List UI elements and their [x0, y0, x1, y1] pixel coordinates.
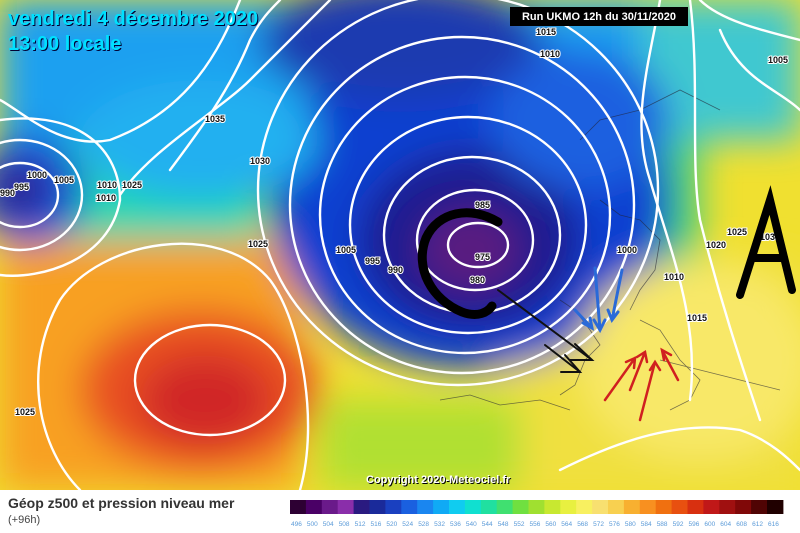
scale-tick-label: 600: [704, 521, 715, 528]
scale-tick-label: 588: [657, 521, 668, 528]
scale-swatch: [751, 500, 768, 514]
scale-swatch: [305, 500, 323, 514]
svg-text:1010: 1010: [664, 272, 684, 282]
scale-tick-label: 512: [355, 521, 366, 528]
scale-swatch: [655, 500, 673, 514]
scale-swatch: [528, 500, 545, 514]
scale-swatch: [608, 500, 625, 514]
svg-text:1010: 1010: [540, 49, 560, 59]
scale-swatch: [369, 500, 386, 514]
svg-text:1025: 1025: [727, 227, 747, 237]
scale-tick-label: 532: [434, 521, 445, 528]
scale-swatch: [703, 500, 720, 514]
scale-swatch: [353, 500, 370, 514]
scale-tick-label: 508: [339, 521, 350, 528]
scale-tick-label: 544: [482, 521, 493, 528]
legend-subtitle: (+96h): [8, 514, 41, 526]
scale-swatch: [321, 500, 339, 514]
scale-tick-label: 560: [545, 521, 556, 528]
svg-text:990: 990: [0, 188, 15, 198]
svg-text:1005: 1005: [336, 245, 356, 255]
scale-swatch: [385, 500, 402, 514]
scale-tick-label: 540: [466, 521, 477, 528]
scale-swatch: [401, 500, 418, 514]
scale-swatch: [719, 500, 736, 514]
svg-text:1015: 1015: [687, 313, 707, 323]
scale-tick-label: 516: [371, 521, 382, 528]
svg-text:995: 995: [14, 182, 29, 192]
legend-title: Géop z500 et pression niveau mer: [8, 495, 235, 511]
svg-text:1030: 1030: [250, 156, 270, 166]
svg-text:1020: 1020: [706, 240, 726, 250]
scale-tick-label: 592: [673, 521, 684, 528]
svg-text:980: 980: [470, 275, 485, 285]
scale-swatch: [433, 500, 450, 514]
svg-text:1000: 1000: [27, 170, 47, 180]
scale-swatch: [480, 500, 498, 514]
scale-tick-label: 584: [641, 521, 652, 528]
scale-tick-label: 504: [323, 521, 334, 528]
svg-text:990: 990: [388, 265, 403, 275]
scale-swatch: [449, 500, 466, 514]
scale-swatch: [576, 500, 593, 514]
svg-text:975: 975: [475, 252, 490, 262]
scale-tick-label: 572: [593, 521, 604, 528]
scale-tick-label: 552: [514, 521, 525, 528]
svg-text:995: 995: [365, 256, 380, 266]
scale-swatch: [735, 500, 752, 514]
scale-tick-label: 612: [752, 521, 763, 528]
copyright-text: Copyright 2020-Meteociel.fr: [366, 474, 511, 486]
svg-text:1025: 1025: [248, 239, 268, 249]
scale-tick-label: 520: [386, 521, 397, 528]
scale-swatch: [496, 500, 514, 514]
color-scale: 496 500 504 508 512 516 520 524 528 532 536 540 544 5…: [290, 500, 784, 528]
scale-swatch: [687, 500, 704, 514]
svg-text:1005: 1005: [768, 55, 788, 65]
scale-swatch: [290, 500, 307, 514]
scale-tick-label: 604: [720, 521, 731, 528]
scale-tick-label: 580: [625, 521, 636, 528]
scale-swatch: [639, 500, 657, 514]
svg-text:1035: 1035: [205, 114, 225, 124]
scale-tick-label: 524: [402, 521, 413, 528]
scale-tick-label: 608: [736, 521, 747, 528]
scale-swatch: [560, 500, 577, 514]
scale-swatch: [671, 500, 688, 514]
scale-tick-label: 536: [450, 521, 461, 528]
model-run-label: Run UKMO 12h du 30/11/2020: [510, 7, 688, 26]
scale-swatch: [544, 500, 561, 514]
svg-text:1015: 1015: [536, 27, 556, 37]
scale-tick-label: 616: [768, 521, 779, 528]
svg-text:1005: 1005: [54, 175, 74, 185]
svg-text:1025: 1025: [15, 407, 35, 417]
scale-tick-label: 568: [577, 521, 588, 528]
scale-tick-label: 528: [418, 521, 429, 528]
scale-swatch: [623, 500, 641, 514]
forecast-time: 13:00 locale: [8, 33, 122, 55]
scale-swatch: [592, 500, 609, 514]
svg-text:1000: 1000: [617, 245, 637, 255]
scale-tick-label: 500: [307, 521, 318, 528]
scale-tick-label: 496: [291, 521, 302, 528]
svg-text:985: 985: [475, 200, 490, 210]
scale-tick-label: 556: [530, 521, 541, 528]
svg-text:1010: 1010: [97, 180, 117, 190]
weather-map: 1015 1010 1005 1035 1030 1000 995 990 10…: [0, 0, 800, 490]
scale-swatch: [337, 500, 355, 514]
svg-text:1010: 1010: [96, 193, 116, 203]
scale-tick-label: 596: [689, 521, 700, 528]
scale-swatch: [417, 500, 434, 514]
forecast-date: vendredi 4 décembre 2020: [8, 8, 259, 30]
scale-tick-label: 576: [609, 521, 620, 528]
scale-swatch: [512, 500, 529, 514]
scale-swatch: [464, 500, 482, 514]
scale-tick-label: 548: [498, 521, 509, 528]
svg-text:1025: 1025: [122, 180, 142, 190]
scale-swatch: [767, 500, 784, 514]
scale-tick-label: 564: [561, 521, 572, 528]
